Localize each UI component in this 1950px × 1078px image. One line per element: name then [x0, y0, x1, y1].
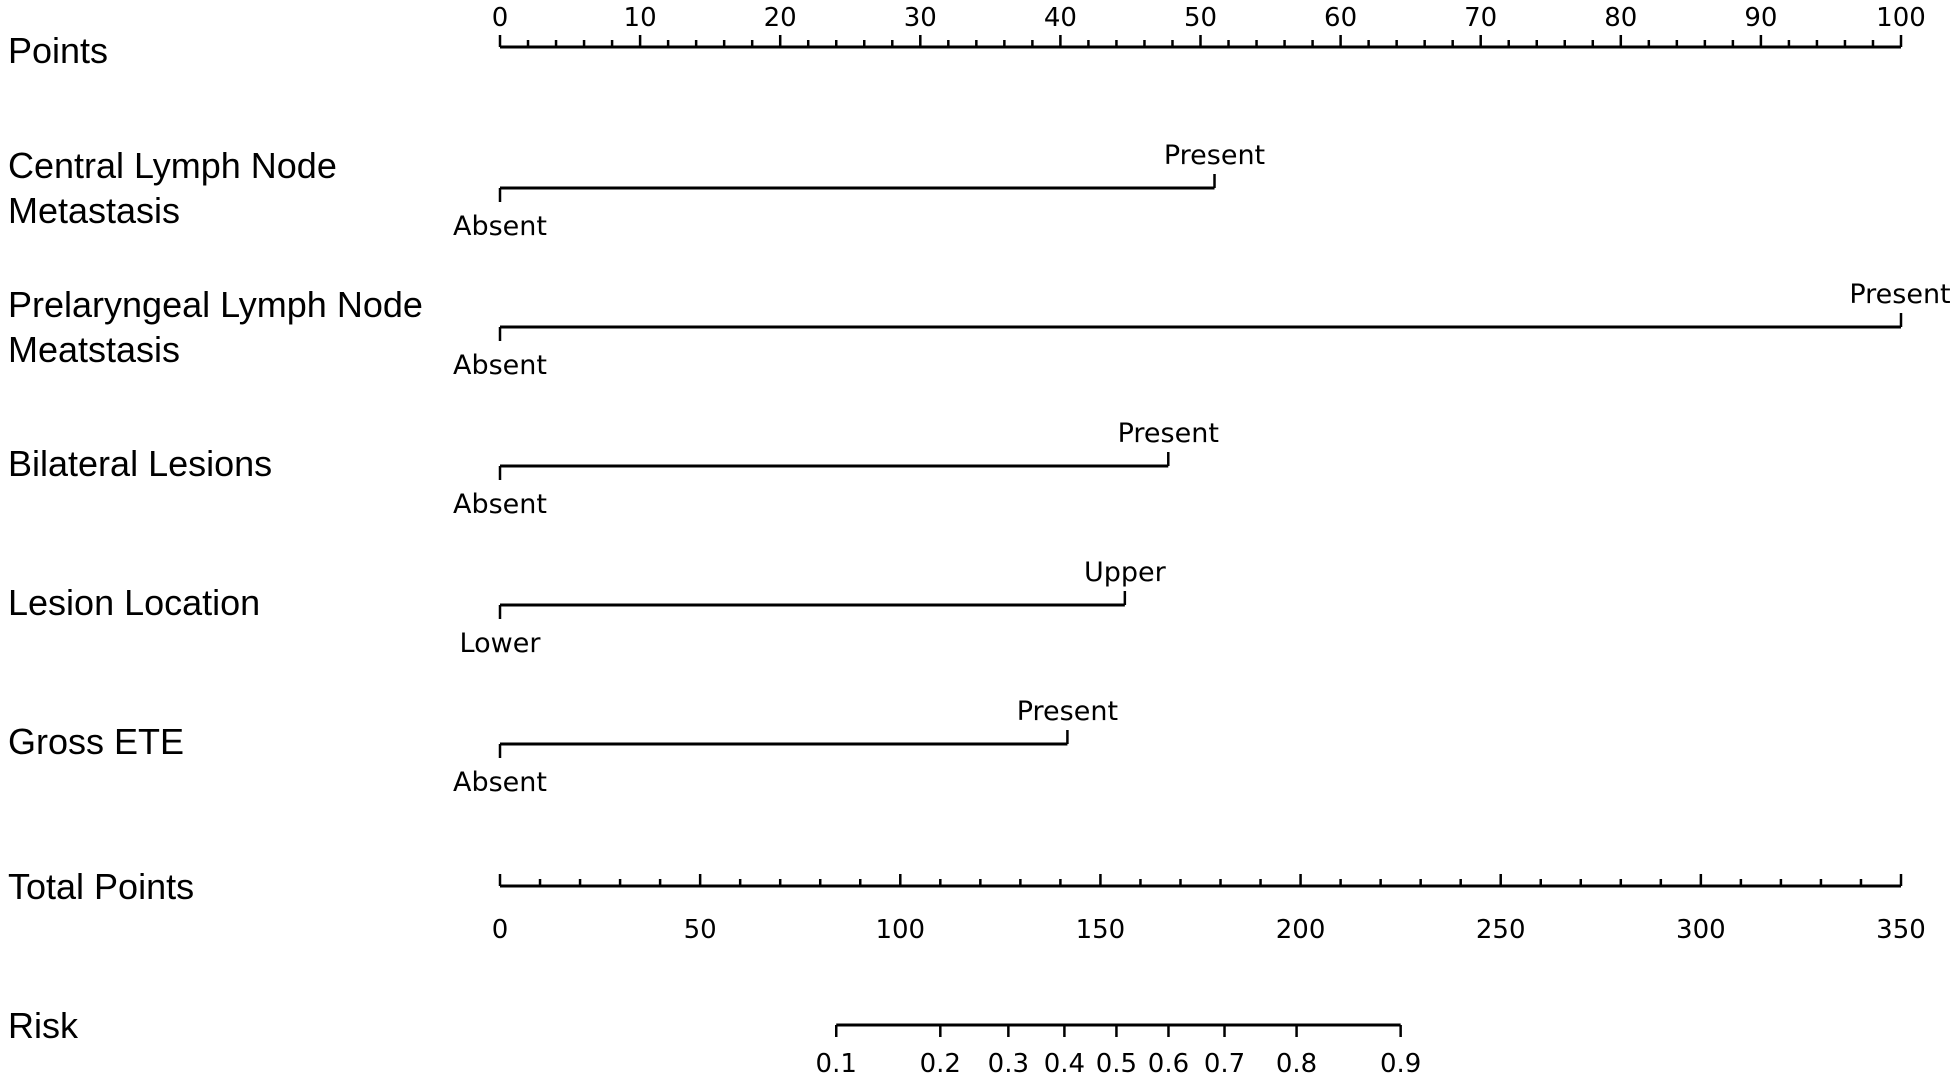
- variable-row: Prelaryngeal Lymph Node Meatstasis Absent P…: [8, 279, 1950, 381]
- variable-row: Bilateral Lesions Absent Present: [8, 418, 1219, 520]
- total-points-tick-label: 200: [1276, 915, 1326, 945]
- points-tick-label: 50: [1184, 3, 1217, 33]
- risk-tick-label: 0.4: [1044, 1049, 1085, 1078]
- level-label: Present: [1164, 140, 1265, 171]
- variable-row: Lesion Location Lower Upper: [8, 557, 1167, 659]
- risk-tick-label: 0.7: [1204, 1049, 1245, 1078]
- level-label: Absent: [453, 350, 547, 381]
- variable-row: Gross ETE Absent Present: [8, 696, 1118, 798]
- points-tick-label: 100: [1876, 3, 1926, 33]
- variable-row: Central Lymph Node Metastasis Absent Presen…: [8, 140, 1265, 242]
- points-tick-label: 10: [624, 3, 657, 33]
- risk-tick-label: 0.3: [988, 1049, 1029, 1078]
- risk-tick-label: 0.1: [816, 1049, 857, 1078]
- variable-label: Central Lymph Node Metastasis: [8, 145, 337, 231]
- risk-axis-label: Risk: [8, 1005, 79, 1046]
- total-points-tick-label: 0: [492, 915, 509, 945]
- points-tick-label: 20: [764, 3, 797, 33]
- points-tick-label: 70: [1464, 3, 1497, 33]
- risk-tick-label: 0.2: [920, 1049, 961, 1078]
- points-tick-label: 90: [1744, 3, 1777, 33]
- variable-label: Prelaryngeal Lymph Node Meatstasis: [8, 284, 423, 370]
- variable-label-line: Lesion Location: [8, 582, 260, 623]
- risk-tick-label: 0.5: [1096, 1049, 1137, 1078]
- level-label: Absent: [453, 211, 547, 242]
- total-points-axis-label: Total Points: [8, 866, 194, 907]
- total-points-tick-label: 100: [875, 915, 925, 945]
- total-points-tick-label: 50: [684, 915, 717, 945]
- variable-label: Lesion Location: [8, 582, 260, 623]
- total-points-tick-label: 350: [1876, 915, 1926, 945]
- risk-tick-label: 0.8: [1276, 1049, 1317, 1078]
- variable-label: Bilateral Lesions: [8, 443, 272, 484]
- level-label: Absent: [453, 489, 547, 520]
- variable-label: Gross ETE: [8, 721, 184, 762]
- points-row: Points 0 10 20 30 40 50 60 70 80 90 100: [8, 3, 1926, 71]
- points-axis-label: Points: [8, 30, 108, 71]
- points-tick-label: 0: [492, 3, 509, 33]
- variable-label-line: Gross ETE: [8, 721, 184, 762]
- level-label: Absent: [453, 767, 547, 798]
- level-label: Present: [1118, 418, 1219, 449]
- level-label: Lower: [460, 628, 542, 659]
- risk-row: Risk 0.1 0.2 0.3 0.4 0.5 0.6 0.7 0.8 0.9: [8, 1005, 1421, 1078]
- variable-label-line: Meatstasis: [8, 329, 180, 370]
- variable-label-line: Bilateral Lesions: [8, 443, 272, 484]
- points-tick-label: 60: [1324, 3, 1357, 33]
- points-tick-label: 30: [904, 3, 937, 33]
- risk-tick-label: 0.6: [1148, 1049, 1189, 1078]
- variable-label-line: Prelaryngeal Lymph Node: [8, 284, 423, 325]
- level-label: Present: [1849, 279, 1950, 310]
- points-tick-label: 40: [1044, 3, 1077, 33]
- points-tick-label: 80: [1604, 3, 1637, 33]
- level-label: Present: [1017, 696, 1118, 727]
- level-label: Upper: [1084, 557, 1167, 588]
- total-points-tick-label: 250: [1476, 915, 1526, 945]
- total-points-tick-label: 150: [1076, 915, 1126, 945]
- variables-group: Central Lymph Node Metastasis Absent Presen…: [8, 140, 1950, 798]
- risk-tick-label: 0.9: [1380, 1049, 1421, 1078]
- variable-label-line: Central Lymph Node: [8, 145, 337, 186]
- variable-label-line: Metastasis: [8, 190, 180, 231]
- total-points-tick-label: 300: [1676, 915, 1726, 945]
- total-points-row: Total Points 0 50 100 150 200 250 300 350: [8, 866, 1926, 945]
